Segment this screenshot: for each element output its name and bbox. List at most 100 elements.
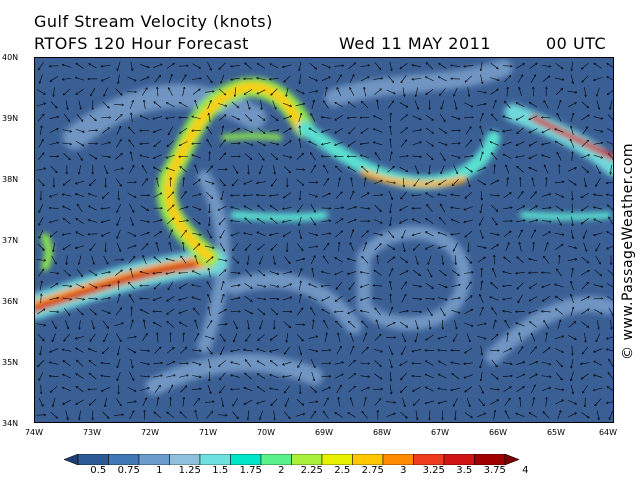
current-arrow: [166, 63, 174, 69]
current-arrow: [607, 77, 613, 81]
current-arrow: [297, 308, 302, 316]
current-arrow: [518, 294, 523, 303]
current-arrow: [230, 285, 240, 287]
current-arrow: [426, 374, 434, 379]
current-arrow: [154, 257, 162, 264]
current-arrow: [481, 61, 483, 71]
current-arrow: [374, 142, 383, 146]
current-arrow: [284, 256, 290, 263]
current-arrow: [102, 320, 109, 328]
current-arrow: [311, 114, 316, 122]
current-arrow: [516, 155, 525, 158]
current-arrow: [156, 243, 159, 252]
current-arrow: [349, 75, 354, 84]
current-arrow: [557, 152, 562, 161]
current-arrow: [571, 281, 574, 291]
current-arrow: [220, 230, 225, 238]
current-arrow: [131, 152, 133, 161]
current-arrow: [373, 195, 382, 196]
current-arrow: [532, 178, 535, 187]
current-arrow: [584, 332, 585, 342]
current-arrow: [116, 140, 121, 148]
current-arrow: [51, 385, 58, 392]
current-arrow: [193, 334, 198, 342]
current-arrow: [439, 113, 445, 121]
current-arrow: [309, 128, 317, 134]
current-arrow: [400, 115, 407, 121]
current-arrow: [245, 243, 252, 251]
current-arrow: [348, 140, 356, 146]
current-arrow: [231, 115, 239, 120]
current-arrow: [127, 192, 136, 197]
current-arrow: [50, 231, 58, 237]
current-arrow: [347, 220, 356, 223]
current-arrow: [168, 230, 173, 239]
current-arrow: [219, 153, 225, 160]
current-arrow: [387, 101, 393, 109]
current-arrow: [596, 333, 601, 341]
current-arrow: [166, 259, 175, 262]
current-arrow: [529, 259, 538, 262]
current-arrow: [490, 373, 498, 379]
current-arrow: [454, 320, 456, 329]
current-arrow: [480, 74, 482, 84]
color-scale-cell: [352, 454, 384, 465]
current-arrow: [208, 268, 211, 278]
current-arrow: [127, 245, 135, 249]
current-arrow: [337, 178, 340, 187]
current-arrow: [412, 311, 421, 312]
current-arrow: [140, 64, 149, 67]
current-arrow: [310, 204, 315, 212]
current-arrow: [546, 333, 547, 342]
current-arrow: [401, 333, 406, 341]
current-arrow: [261, 100, 262, 109]
current-arrow: [76, 386, 84, 393]
current-arrow: [416, 87, 418, 96]
current-arrow: [256, 297, 266, 299]
current-arrow: [415, 333, 419, 342]
current-arrow: [455, 255, 456, 264]
current-arrow: [439, 152, 445, 161]
current-arrow: [572, 216, 573, 226]
current-arrow: [387, 230, 394, 238]
current-arrow: [453, 333, 458, 342]
current-arrow: [39, 372, 44, 380]
current-arrow: [465, 75, 472, 82]
current-arrow: [63, 374, 72, 379]
current-arrow: [451, 362, 460, 365]
current-arrow: [153, 64, 161, 68]
current-arrow: [439, 77, 447, 82]
current-arrow: [489, 195, 499, 196]
current-arrow: [180, 75, 186, 83]
current-arrow: [195, 256, 199, 265]
current-arrow: [50, 76, 58, 81]
current-arrow: [101, 298, 110, 300]
current-arrow: [128, 257, 135, 264]
current-arrow: [373, 373, 381, 379]
current-arrow: [507, 333, 508, 342]
current-arrow: [338, 333, 341, 342]
current-arrow: [454, 100, 456, 109]
current-arrow: [76, 335, 85, 338]
current-arrow: [581, 101, 589, 108]
current-arrow: [39, 217, 44, 225]
current-arrow: [582, 127, 588, 135]
current-arrow: [593, 143, 603, 145]
current-arrow: [541, 361, 551, 364]
current-arrow: [465, 127, 471, 135]
current-arrow: [542, 155, 551, 159]
current-arrow: [271, 243, 278, 250]
current-arrow: [269, 298, 279, 299]
current-arrow: [101, 363, 111, 364]
current-arrow: [362, 333, 366, 342]
current-arrow: [154, 167, 162, 172]
lon-label: 74W: [24, 428, 44, 437]
current-arrow: [153, 296, 162, 300]
current-arrow: [529, 374, 537, 379]
current-arrow: [324, 333, 327, 342]
current-arrow: [555, 205, 562, 211]
current-arrow: [412, 297, 421, 299]
current-arrow: [492, 320, 496, 329]
current-arrow: [89, 114, 97, 121]
current-arrow: [571, 294, 574, 304]
